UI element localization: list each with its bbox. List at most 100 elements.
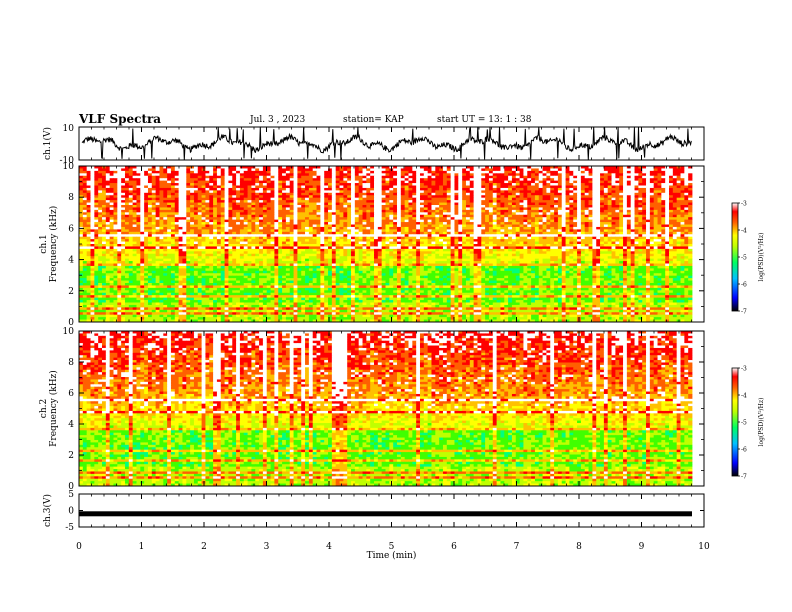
ch1-spec-cell	[665, 224, 670, 228]
ch1-spec-cell	[538, 192, 543, 196]
ch1-spec-cell	[351, 200, 356, 203]
ch1-spec-cell	[213, 168, 218, 172]
ch1-spec-cell	[79, 175, 84, 179]
ch1-spec-cell	[600, 224, 605, 228]
ch1-spec-cell	[251, 195, 256, 199]
ch1-spec-cell	[190, 205, 195, 208]
ch1-spec-cell	[626, 205, 632, 208]
ch1-spec-cell	[439, 214, 444, 218]
ch1-spec-cell	[182, 224, 187, 228]
ch1-spec-cell	[320, 197, 325, 201]
ch1-spec-cell	[285, 224, 291, 228]
ch1-spec-cell	[370, 200, 375, 203]
ch1-spec-cell	[343, 197, 348, 201]
ch1-spec-cell	[136, 197, 141, 201]
ch1-spec-cell	[408, 222, 413, 225]
ch1-spec-cell	[561, 185, 566, 189]
ch1-spec-cell	[519, 190, 524, 194]
ch1-spec-cell	[278, 239, 283, 242]
ch1-spec-cell	[504, 224, 509, 228]
ch1-spec-cell	[508, 200, 513, 203]
ch1-spec-cell	[220, 205, 225, 208]
ch1-spec-cell	[232, 166, 237, 169]
ch1-spec-cell	[132, 217, 137, 221]
ch1-spec-cell	[688, 195, 693, 199]
ch1-spec-cell	[316, 239, 321, 242]
ch1-spec-cell	[665, 234, 670, 238]
ch1-spec-cell	[684, 183, 689, 186]
ch1-spec-cell	[389, 209, 394, 213]
ch1-spec-cell	[442, 229, 448, 233]
ch1-spec-cell	[661, 185, 666, 189]
ch1-spec-cell	[266, 207, 271, 211]
ch1-spec-cell	[500, 168, 505, 172]
ch1-spec-cell	[546, 229, 551, 233]
ch1-spec-cell	[500, 202, 505, 206]
ch1-spec-cell	[684, 195, 689, 199]
ch1-spec-cell	[611, 178, 616, 182]
ch1-spec-cell	[688, 209, 693, 213]
ch1-spec-cell	[320, 207, 325, 211]
ch1-spec-cell	[389, 192, 394, 196]
ch1-spec-cell	[676, 229, 681, 233]
ch1-spec-cell	[419, 168, 425, 172]
ch1-spec-cell	[481, 205, 486, 208]
ch1-spec-cell	[412, 214, 417, 218]
ch1-spec-cell	[270, 175, 275, 179]
ch1-spec-cell	[534, 183, 540, 186]
ch1-spec-cell	[213, 209, 218, 213]
ch1-spec-cell	[128, 197, 134, 201]
ch1-spec-cell	[308, 197, 314, 201]
ch1-spec-cell	[197, 205, 202, 208]
ch1-spec-cell	[515, 180, 520, 184]
ch1-spec-cell	[140, 205, 145, 208]
ch1-spec-cell	[684, 231, 689, 235]
ch1-spec-cell	[462, 224, 467, 228]
ch1-spec-cell	[523, 173, 528, 177]
ch1-spec-cell	[412, 185, 417, 189]
ch1-spec-cell	[274, 217, 279, 221]
ch1-spec-cell	[550, 192, 555, 196]
ch1-spec-cell	[144, 185, 149, 189]
ch1-spec-cell	[335, 178, 340, 182]
ch1-spec-cell	[584, 231, 589, 235]
ch1-spec-cell	[351, 219, 356, 223]
ch1-spec-cell	[592, 190, 597, 194]
ch1-spec-cell	[220, 214, 225, 218]
ch1-spec-cell	[592, 212, 597, 216]
ch1-spec-cell	[297, 205, 302, 208]
ch1-spec-cell	[688, 173, 693, 177]
ch1-spec-cell	[416, 178, 421, 182]
ch1-spec-cell	[600, 214, 605, 218]
ch1-spec-cell	[117, 187, 122, 191]
ch1-spec-cell	[270, 180, 275, 184]
ch1-spec-cell	[147, 183, 153, 186]
ch1-spec-cell	[182, 180, 187, 184]
ch1-spec-cell	[182, 209, 187, 213]
ch1-spec-cell	[557, 226, 563, 230]
ch1-spec-cell	[374, 229, 379, 233]
ch1-spec-cell	[216, 168, 222, 172]
ch1-spec-cell	[82, 168, 88, 172]
ch1-spec-cell	[282, 183, 287, 186]
ch1-spec-cell	[213, 231, 218, 235]
ch1-spec-cell	[98, 229, 103, 233]
ch1-spec-cell	[580, 234, 586, 238]
ch1-spec-cell	[485, 166, 490, 169]
ch1-spec-cell	[151, 229, 157, 233]
ch1-spec-cell	[347, 219, 352, 223]
ch1-spec-cell	[580, 207, 586, 211]
ch1-spec-cell	[569, 234, 574, 238]
ch1-spec-cell	[435, 209, 440, 213]
ch1-spec-cell	[354, 178, 360, 182]
ch1-spec-cell	[600, 192, 605, 196]
ch1-spec-cell	[255, 222, 260, 225]
ch1-spec-cell	[500, 178, 505, 182]
ch1-spec-cell	[653, 209, 658, 213]
ch1-spec-cell	[450, 190, 455, 194]
ch1-spec-cell	[82, 239, 88, 242]
ch1-spec-cell	[366, 197, 371, 201]
ch1-spec-cell	[565, 185, 570, 189]
ch1-spec-cell	[335, 185, 340, 189]
ch1-spec-cell	[450, 202, 455, 206]
